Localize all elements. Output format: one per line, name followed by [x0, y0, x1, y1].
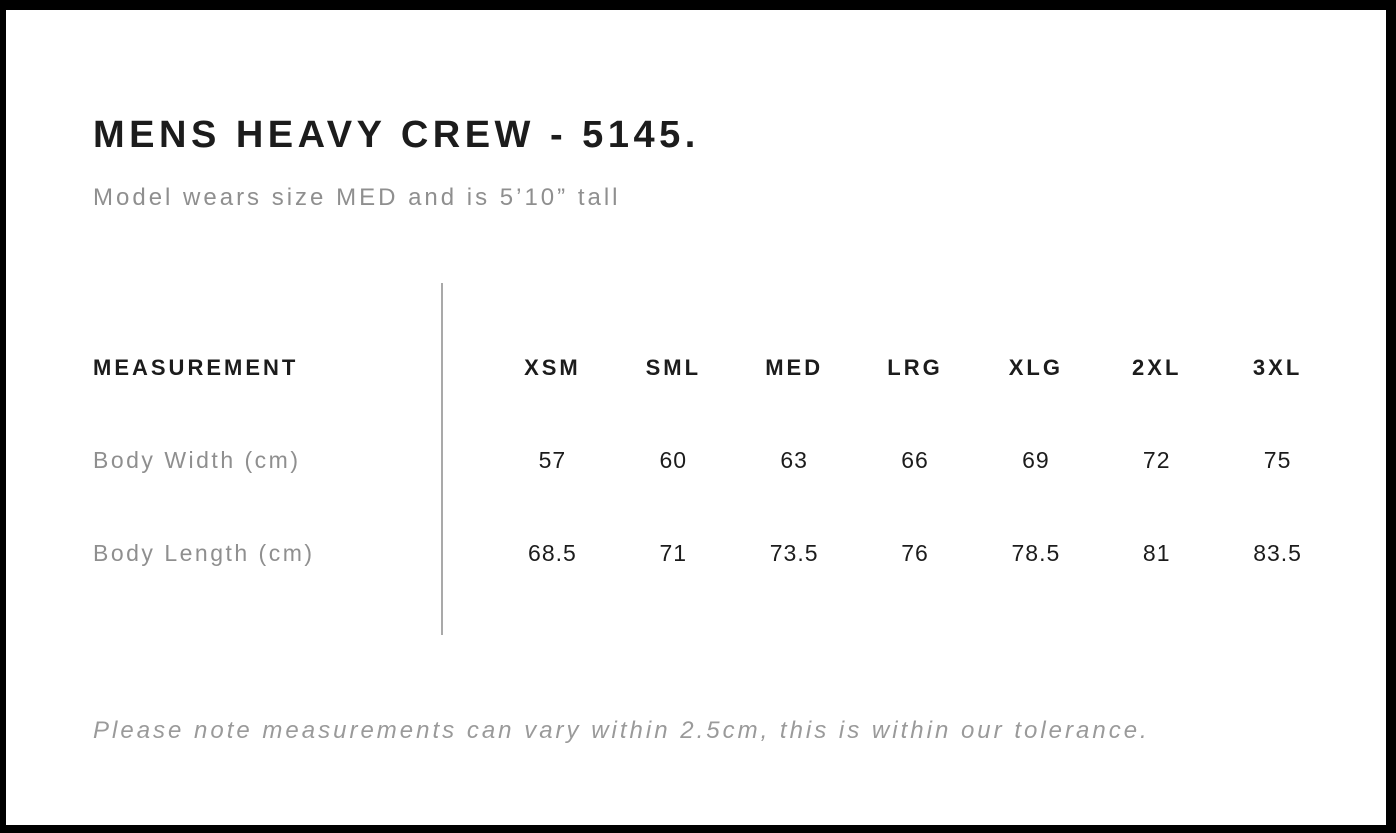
body-length-med: 73.5 [769, 539, 819, 566]
body-width-sml: 60 [659, 446, 688, 473]
product-title: MENS HEAVY CREW - 5145. [93, 114, 700, 156]
size-header-3xl: 3XL [1252, 355, 1303, 380]
size-header-med: MED [765, 355, 824, 380]
table-row-body-width: Body Width (cm) 57 60 63 66 69 72 75 [93, 445, 1338, 475]
body-length-lrg: 76 [901, 539, 929, 566]
body-length-3xl: 83.5 [1253, 539, 1302, 566]
body-length-2xl: 81 [1142, 539, 1171, 566]
size-header-xlg: XLG [1008, 355, 1063, 380]
size-header-lrg: LRG [887, 355, 943, 380]
size-table-header-row: MEASUREMENT XSM SML MED LRG XLG 2XL 3XL [93, 353, 1338, 383]
measurement-column-header: MEASUREMENT [93, 355, 299, 380]
size-table: MEASUREMENT XSM SML MED LRG XLG 2XL 3XL … [93, 283, 1338, 635]
body-width-3xl: 75 [1263, 446, 1292, 473]
body-width-med: 63 [780, 446, 808, 473]
content-sheet: MENS HEAVY CREW - 5145. Model wears size… [6, 10, 1386, 825]
body-length-xlg: 78.5 [1011, 539, 1061, 566]
body-width-2xl: 72 [1142, 446, 1171, 473]
tolerance-footnote: Please note measurements can vary within… [93, 717, 1150, 744]
body-width-lrg: 66 [901, 446, 929, 473]
body-width-xsm: 57 [538, 446, 567, 473]
body-length-sml: 71 [659, 539, 688, 566]
row-label-body-width: Body Width (cm) [93, 446, 301, 473]
body-length-xsm: 68.5 [528, 539, 577, 566]
size-header-2xl: 2XL [1132, 355, 1182, 380]
row-label-body-length: Body Length (cm) [93, 539, 315, 566]
body-width-xlg: 69 [1022, 446, 1050, 473]
size-header-sml: SML [645, 355, 702, 380]
size-header-xsm: XSM [524, 355, 581, 380]
model-size-note: Model wears size MED and is 5’10” tall [93, 184, 621, 211]
table-row-body-length: Body Length (cm) 68.5 71 73.5 76 78.5 81… [93, 538, 1338, 568]
table-vertical-divider [441, 283, 443, 635]
